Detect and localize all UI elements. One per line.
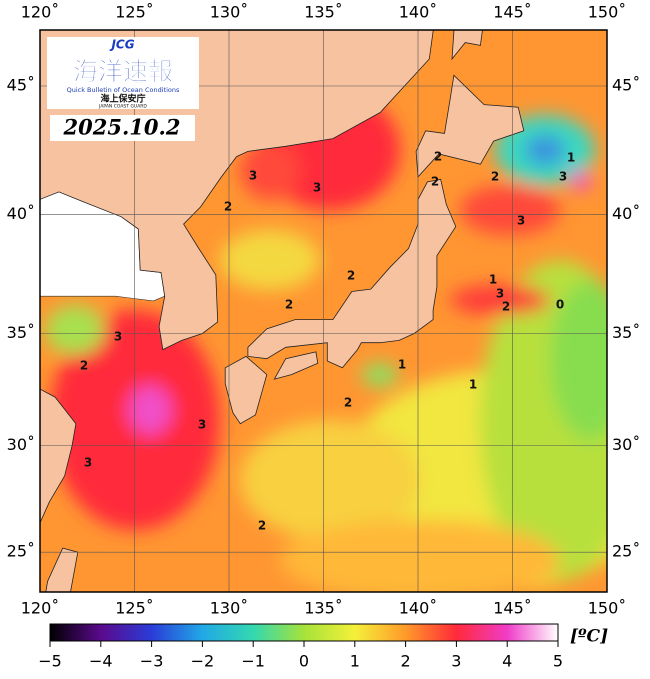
- contour-label: 3: [198, 418, 206, 432]
- colorbar-tick-label: −4: [89, 652, 113, 671]
- contour-label: 1: [469, 378, 477, 392]
- landmass: [247, 178, 457, 369]
- colorbar-tick-label: 2: [401, 652, 411, 671]
- lon-label-top: 135˚: [304, 3, 343, 22]
- logo-agency: 海上保安庁: [100, 93, 145, 105]
- lat-label-right: 45˚: [612, 76, 640, 95]
- lon-label-top: 145˚: [493, 3, 532, 22]
- lon-label-top: 125˚: [115, 3, 154, 22]
- lat-label-right: 30˚: [612, 435, 640, 454]
- lat-label-left: 25˚: [7, 542, 35, 561]
- lon-label-top: 140˚: [399, 3, 438, 22]
- landmass: [40, 388, 77, 524]
- axes: 120˚120˚125˚125˚130˚130˚135˚135˚140˚140˚…: [7, 3, 641, 618]
- lat-label-left: 30˚: [7, 435, 35, 454]
- colorbar-unit: [ºC]: [570, 627, 608, 647]
- colorbar-tick-label: 5: [553, 652, 563, 671]
- landmass: [45, 547, 79, 592]
- colorbar-tick-label: −5: [38, 652, 62, 671]
- date-box: [50, 115, 195, 141]
- contour-label: 3: [313, 181, 321, 195]
- colorbar-tick-label: 3: [451, 652, 461, 671]
- contour-label: 1: [489, 273, 497, 287]
- colorbar-tick-label: 0: [299, 652, 309, 671]
- colorbar: [49, 623, 559, 642]
- landmass: [415, 74, 525, 178]
- contour-label: 2: [258, 519, 266, 533]
- contour-label: 2: [224, 200, 232, 214]
- lon-label-top: 130˚: [210, 3, 249, 22]
- contour-label: 3: [517, 214, 525, 228]
- contour-label: 1: [398, 358, 406, 372]
- lat-label-left: 40˚: [7, 204, 35, 223]
- logo: JCG 海洋速報 Quick Bulletin of Ocean Conditi…: [47, 37, 199, 110]
- contour-label: 0: [556, 298, 564, 312]
- contour-label: 2: [285, 298, 293, 312]
- lat-label-right: 25˚: [612, 542, 640, 561]
- logo-badge: JCG: [109, 38, 134, 52]
- lon-label-top: 120˚: [21, 3, 60, 22]
- anomaly-field: [45, 90, 607, 592]
- contour-label: 3: [249, 169, 257, 183]
- lat-label-left: 35˚: [7, 323, 35, 342]
- landmass: [451, 30, 483, 61]
- colorbar-tick-label: −2: [191, 652, 215, 671]
- contour-label: 2: [491, 170, 499, 184]
- landmass: [273, 351, 319, 380]
- colorbar-tick-label: −3: [140, 652, 164, 671]
- colorbar-tick-label: −1: [241, 652, 265, 671]
- colorbar-tick-label: 1: [350, 652, 360, 671]
- contour-label: 2: [431, 175, 439, 189]
- logo-subtitle: Quick Bulletin of Ocean Conditions: [67, 86, 180, 94]
- lon-label-bottom: 125˚: [115, 599, 154, 618]
- logo-agency-en: JAPAN COAST GUARD: [98, 104, 147, 110]
- lon-label-bottom: 135˚: [304, 599, 343, 618]
- logo-box: [47, 37, 199, 109]
- lon-label-bottom: 140˚: [399, 599, 438, 618]
- contour-label: 3: [496, 287, 504, 301]
- contour-label: 3: [84, 456, 92, 470]
- lat-label-right: 40˚: [612, 204, 640, 223]
- logo-title: 海洋速報: [73, 57, 174, 86]
- colorbar-ticks: −5 −4 −3 −2 −1 0 1 2 3 4 5: [38, 641, 563, 671]
- map-frame: [39, 29, 608, 593]
- lon-label-bottom: 120˚: [21, 599, 60, 618]
- landmass: [40, 30, 434, 351]
- date: 2025.10.2: [63, 115, 181, 140]
- lon-label-bottom: 130˚: [210, 599, 249, 618]
- lon-label-bottom: 145˚: [493, 599, 532, 618]
- contour-label: 2: [344, 396, 352, 410]
- land: [40, 30, 525, 592]
- lon-label-bottom: 150˚: [588, 599, 627, 618]
- contour-label: 2: [502, 300, 510, 314]
- contour-label: 2: [80, 359, 88, 373]
- lat-label-right: 35˚: [612, 323, 640, 342]
- landmass: [224, 355, 268, 425]
- contour-label: 3: [114, 330, 122, 344]
- contour-label: 1: [567, 151, 575, 165]
- contour-label: 2: [347, 269, 355, 283]
- lat-label-left: 45˚: [7, 76, 35, 95]
- lon-label-top: 150˚: [588, 3, 627, 22]
- contour-label: 2: [434, 150, 442, 164]
- colorbar-tick-label: 4: [502, 652, 512, 671]
- contour-label: 3: [559, 170, 567, 184]
